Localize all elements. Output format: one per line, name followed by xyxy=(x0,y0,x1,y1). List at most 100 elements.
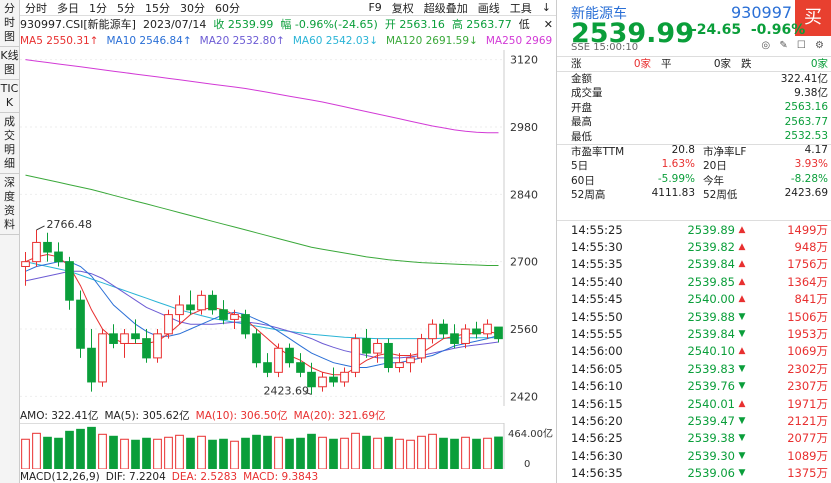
high-value: 2563.77 xyxy=(784,115,828,128)
period-tab[interactable]: 30分 xyxy=(180,1,205,15)
volume-bar xyxy=(142,437,151,469)
candle-body xyxy=(120,333,129,344)
candle-body xyxy=(406,357,415,364)
tick-time: 14:55:35 xyxy=(571,257,623,272)
candle-body xyxy=(175,304,184,316)
tool-button[interactable]: ↓ xyxy=(541,1,551,14)
macd-value: MACD: 9.3843 xyxy=(243,470,319,483)
volume-bar xyxy=(351,432,360,469)
candle-date: 2023/07/14 xyxy=(142,17,207,31)
candle-body xyxy=(208,294,217,311)
tick-time: 14:56:10 xyxy=(571,379,623,394)
candle-change: 幅 -0.96%(-24.65) xyxy=(280,18,378,31)
tick-volume: 1953万 xyxy=(787,327,828,342)
d5-value: 1.63% xyxy=(661,157,695,170)
tick-time: 14:56:00 xyxy=(571,344,623,359)
side-tab[interactable]: 分时图 xyxy=(0,0,19,47)
high-pointer xyxy=(36,225,45,231)
open-label: 开盘 xyxy=(571,101,592,114)
candle-body xyxy=(439,323,448,335)
period-tab[interactable]: 60分 xyxy=(215,1,240,15)
buy-button[interactable]: 买 xyxy=(795,0,831,36)
quote-stats: 涨 0家 平 0家 跌 0家 金额 322.41亿 成交量 9.38亿 开盘 2563… xyxy=(557,56,831,202)
candle-body xyxy=(351,338,360,373)
side-tab[interactable]: 成交明细 xyxy=(0,113,19,174)
arrow-up-icon: ▲ xyxy=(738,259,746,270)
candle-info-line: 930997.CSI[新能源车] 2023/07/14 收 2539.99 幅 … xyxy=(20,16,556,32)
candlestick-chart[interactable]: 3120 2980 2840 2700 2560 2420 2766.48 2423.69 xyxy=(20,50,556,406)
arrow-up-icon: ▲ xyxy=(738,398,746,409)
volume-bar xyxy=(120,438,129,469)
tick-price: 2539.84 xyxy=(687,327,735,342)
high-row: 最高 2563.77 xyxy=(557,114,831,129)
volume-bar xyxy=(109,435,118,469)
tick-price: 2540.10 xyxy=(687,344,735,359)
tool-button[interactable]: 工具 xyxy=(509,1,532,15)
panel-tool-icons[interactable]: ◎ ✎ ☐ ⚙ xyxy=(761,40,827,51)
period-tab[interactable]: 15分 xyxy=(145,1,170,15)
volume-bar xyxy=(208,439,217,469)
candle-body xyxy=(417,338,426,359)
ma5-label: MA5 2550.31↑ xyxy=(20,35,99,47)
volume-bar xyxy=(252,434,261,469)
candle-body xyxy=(450,333,459,344)
tick-volume: 2302万 xyxy=(787,361,828,376)
ytd-label: 今年 xyxy=(703,174,724,187)
price-axis-label: 2840 xyxy=(510,188,538,201)
open-value: 2563.16 xyxy=(784,101,828,114)
period-tab[interactable]: 多日 xyxy=(57,1,79,15)
tick-price: 2540.00 xyxy=(687,292,735,307)
tick-price: 2539.82 xyxy=(687,240,735,255)
ma60-label: MA60 2542.03↓ xyxy=(292,35,378,47)
volume-bar xyxy=(87,426,96,469)
arrow-up-icon: ▲ xyxy=(738,242,746,253)
volume-label: 成交量 xyxy=(571,86,603,99)
tick-list[interactable]: 14:55:25 2539.89 ▲ 1499万 14:55:30 2539.82 ▲ 948… xyxy=(557,220,831,483)
amount-label: 金额 xyxy=(571,72,592,85)
low-pointer xyxy=(305,391,312,395)
d20-value: 3.93% xyxy=(794,157,828,170)
tool-button[interactable]: F9 xyxy=(368,1,382,14)
volume-bar xyxy=(340,437,349,469)
arrow-down-icon: ▼ xyxy=(738,329,746,340)
tick-volume: 948万 xyxy=(794,240,828,255)
pb-label: 市净率LF xyxy=(703,145,747,158)
tool-button[interactable]: 超级叠加 xyxy=(423,1,468,15)
tick-price: 2539.85 xyxy=(687,274,735,289)
arrow-up-icon: ▲ xyxy=(738,294,746,305)
volume-bar xyxy=(406,439,415,469)
candle-open: 开 2563.16 xyxy=(384,18,445,31)
candle-body xyxy=(87,347,96,383)
valuation-row: 市盈率TTM 20.8 市净率LF 4.17 xyxy=(557,143,831,159)
tick-price: 2539.47 xyxy=(687,413,735,428)
period-tab[interactable]: 分时 xyxy=(25,1,47,15)
close-icon[interactable]: ✕ xyxy=(543,17,554,31)
side-tab[interactable]: K线图 xyxy=(0,47,19,80)
tick-time: 14:56:25 xyxy=(571,431,623,446)
tool-button[interactable]: 复权 xyxy=(391,1,414,15)
side-tab[interactable]: TICK xyxy=(0,80,19,113)
tick-row: 14:55:25 2539.89 ▲ 1499万 xyxy=(557,221,831,238)
price-axis-label: 2700 xyxy=(510,256,538,269)
volume-bar xyxy=(153,438,162,469)
tool-button[interactable]: 画线 xyxy=(477,1,500,15)
candle-body xyxy=(76,299,85,349)
volume-chart[interactable]: 464.00亿 0 xyxy=(20,423,556,469)
period-toolbar: 分时 多日 1分 5分 15分 30分 60分 F9 复权 超级叠加 画线 工具 ↓ xyxy=(20,0,556,16)
arrow-down-icon: ▼ xyxy=(738,363,746,374)
tick-time: 14:56:05 xyxy=(571,361,623,376)
price-axis-label: 2980 xyxy=(510,121,538,134)
tick-volume: 1364万 xyxy=(787,274,828,289)
arrow-up-icon: ▲ xyxy=(738,276,746,287)
period-tab[interactable]: 1分 xyxy=(89,1,107,15)
down-count: 0家 xyxy=(810,58,828,71)
candle-high: 高 2563.77 xyxy=(451,18,512,31)
volume-bar xyxy=(318,436,327,469)
tick-price: 2539.89 xyxy=(687,222,735,237)
candle-body xyxy=(395,362,404,369)
period-tab[interactable]: 5分 xyxy=(117,1,135,15)
volume-bar xyxy=(472,438,481,469)
candle-body xyxy=(384,342,393,369)
last-price: 2539.99 xyxy=(571,18,694,49)
side-tab[interactable]: 深度资料 xyxy=(0,174,19,235)
